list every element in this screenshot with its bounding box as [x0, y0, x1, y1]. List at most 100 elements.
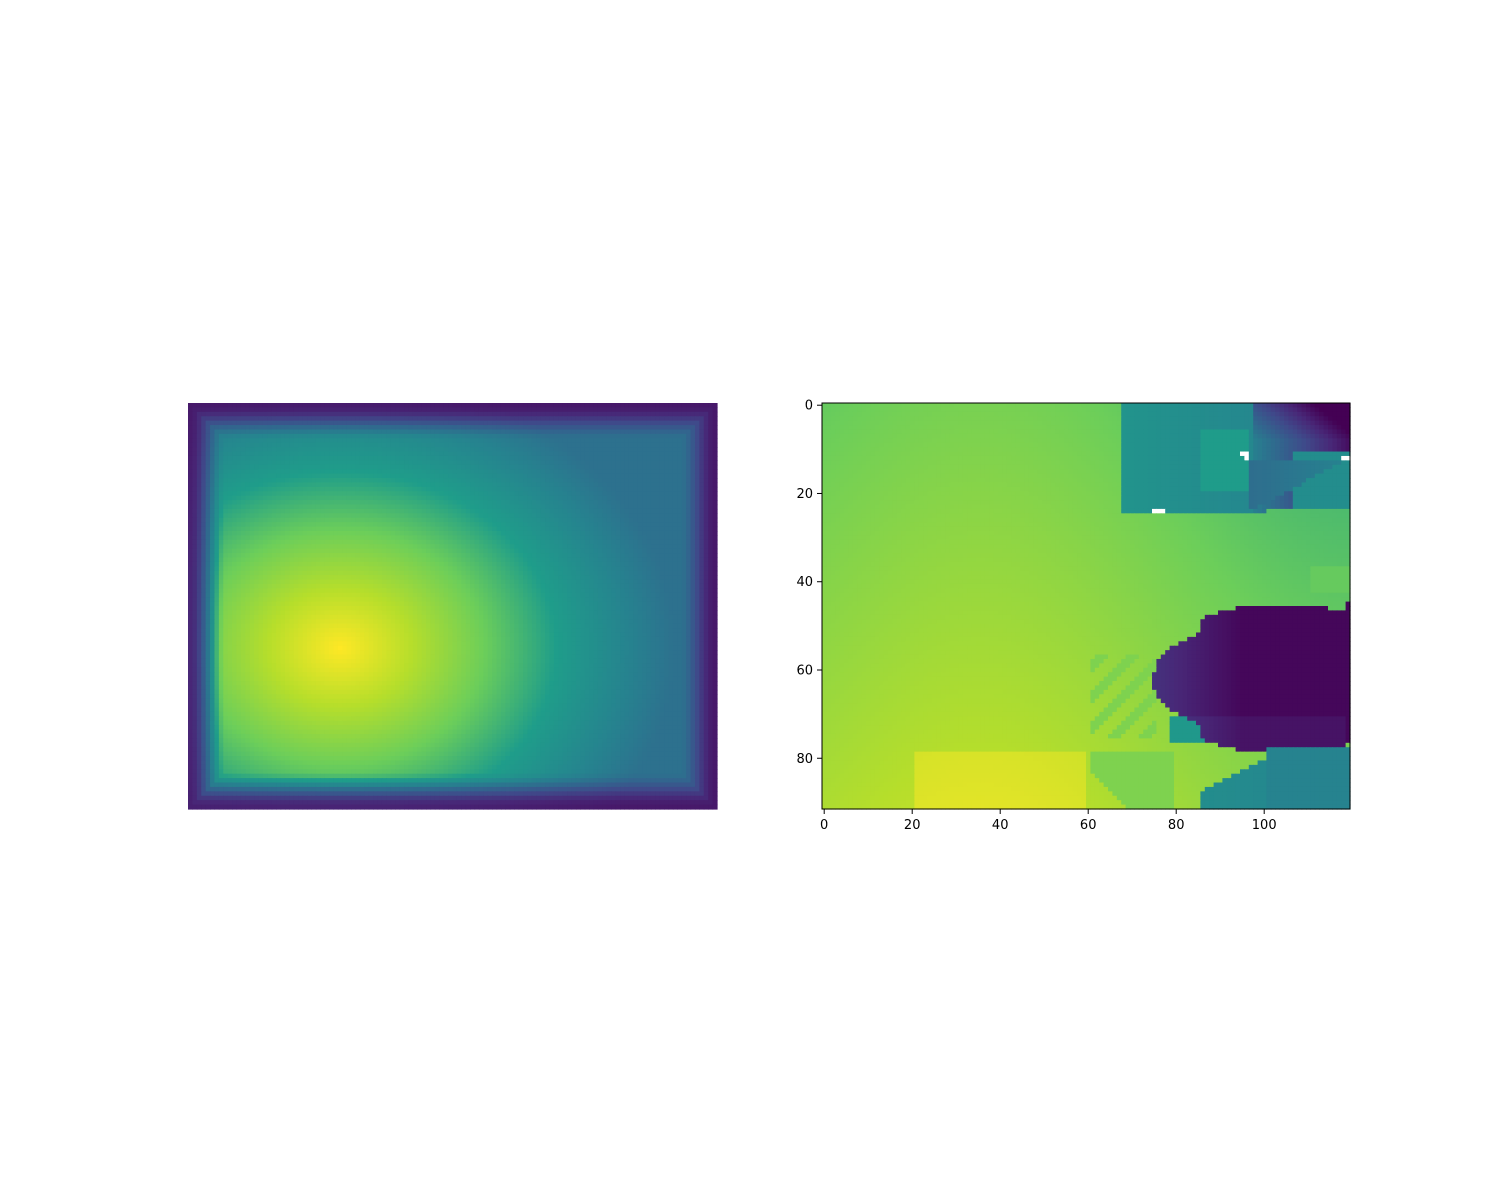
left-heatmap-cell: [646, 416, 651, 421]
left-heatmap-cell: [307, 456, 312, 461]
left-heatmap-cell: [307, 469, 312, 474]
left-heatmap-cell: [430, 434, 435, 439]
left-heatmap-cell: [298, 531, 303, 536]
left-heatmap-cell: [642, 491, 647, 496]
left-heatmap-cell: [514, 584, 519, 589]
left-heatmap-cell: [364, 575, 369, 580]
left-heatmap-cell: [638, 407, 643, 412]
left-heatmap-cell: [611, 549, 616, 554]
left-heatmap-cell: [272, 434, 277, 439]
left-heatmap-cell: [325, 544, 330, 549]
left-heatmap-cell: [430, 469, 435, 474]
left-heatmap-cell: [347, 544, 352, 549]
left-heatmap-cell: [453, 434, 458, 439]
left-heatmap-cell: [197, 518, 202, 523]
left-heatmap-cell: [378, 403, 383, 408]
left-heatmap-cell: [254, 584, 259, 589]
left-heatmap-cell: [558, 557, 563, 562]
left-heatmap-cell: [263, 496, 268, 501]
left-heatmap-cell: [554, 434, 559, 439]
left-heatmap-cell: [607, 509, 612, 514]
left-heatmap-cell: [219, 513, 224, 518]
left-heatmap-cell: [210, 452, 215, 457]
left-heatmap-cell: [669, 505, 674, 510]
left-heatmap-cell: [267, 544, 272, 549]
left-heatmap-cell: [457, 566, 462, 571]
left-heatmap-cell: [250, 500, 255, 505]
left-heatmap-cell: [417, 500, 422, 505]
left-heatmap-cell: [400, 487, 405, 492]
left-heatmap-cell: [545, 456, 550, 461]
left-heatmap-cell: [505, 562, 510, 567]
left-heatmap-cell: [669, 421, 674, 426]
left-heatmap-cell: [210, 509, 215, 514]
left-heatmap-cell: [611, 429, 616, 434]
left-heatmap-cell: [682, 580, 687, 585]
left-heatmap-cell: [708, 562, 713, 567]
left-heatmap-cell: [501, 553, 506, 558]
left-heatmap-cell: [254, 540, 259, 545]
left-heatmap-cell: [413, 469, 418, 474]
left-heatmap-cell: [259, 557, 264, 562]
left-heatmap-cell: [691, 527, 696, 532]
left-heatmap-cell: [699, 478, 704, 483]
left-heatmap-cell: [303, 584, 308, 589]
left-heatmap-cell: [236, 421, 241, 426]
left-heatmap-cell: [695, 540, 700, 545]
left-heatmap-cell: [660, 549, 665, 554]
left-heatmap-cell: [479, 518, 484, 523]
left-heatmap-cell: [417, 531, 422, 536]
left-heatmap-cell: [598, 482, 603, 487]
left-heatmap-cell: [422, 500, 427, 505]
left-heatmap-cell: [695, 496, 700, 501]
left-heatmap-cell: [307, 571, 312, 576]
left-heatmap-cell: [453, 505, 458, 510]
left-heatmap-cell: [422, 474, 427, 479]
left-heatmap-cell: [589, 434, 594, 439]
left-heatmap-cell: [655, 535, 660, 540]
left-heatmap-cell: [453, 584, 458, 589]
left-heatmap-cell: [505, 465, 510, 470]
left-heatmap-cell: [395, 527, 400, 532]
left-heatmap-cell: [214, 429, 219, 434]
left-heatmap-cell: [453, 500, 458, 505]
left-heatmap-cell: [501, 505, 506, 510]
left-heatmap-cell: [351, 549, 356, 554]
left-heatmap-cell: [347, 562, 352, 567]
left-heatmap-cell: [360, 535, 365, 540]
left-heatmap-cell: [510, 580, 515, 585]
left-heatmap-cell: [638, 527, 643, 532]
left-heatmap-cell: [616, 487, 621, 492]
left-heatmap-cell: [589, 438, 594, 443]
left-heatmap-cell: [682, 553, 687, 558]
left-heatmap-cell: [214, 584, 219, 589]
left-heatmap-cell: [378, 496, 383, 501]
left-heatmap-cell: [281, 571, 286, 576]
left-heatmap-cell: [259, 421, 264, 426]
left-heatmap-cell: [483, 566, 488, 571]
left-heatmap-cell: [360, 412, 365, 417]
left-heatmap-cell: [356, 580, 361, 585]
left-heatmap-cell: [232, 571, 237, 576]
left-heatmap-cell: [360, 456, 365, 461]
left-heatmap-cell: [245, 575, 250, 580]
left-heatmap-cell: [505, 553, 510, 558]
left-heatmap-cell: [360, 518, 365, 523]
left-heatmap-cell: [611, 527, 616, 532]
left-heatmap-cell: [519, 553, 524, 558]
left-heatmap-cell: [660, 416, 665, 421]
left-heatmap-cell: [206, 522, 211, 527]
left-heatmap-cell: [400, 535, 405, 540]
left-heatmap-cell: [276, 482, 281, 487]
left-heatmap-cell: [602, 553, 607, 558]
left-heatmap-cell: [655, 549, 660, 554]
left-heatmap-cell: [201, 522, 206, 527]
left-heatmap-cell: [589, 527, 594, 532]
left-heatmap-cell: [378, 429, 383, 434]
left-heatmap-cell: [646, 452, 651, 457]
left-heatmap-cell: [558, 482, 563, 487]
left-heatmap-cell: [320, 478, 325, 483]
left-heatmap-cell: [360, 500, 365, 505]
left-heatmap-cell: [616, 571, 621, 576]
left-heatmap-cell: [192, 443, 197, 448]
